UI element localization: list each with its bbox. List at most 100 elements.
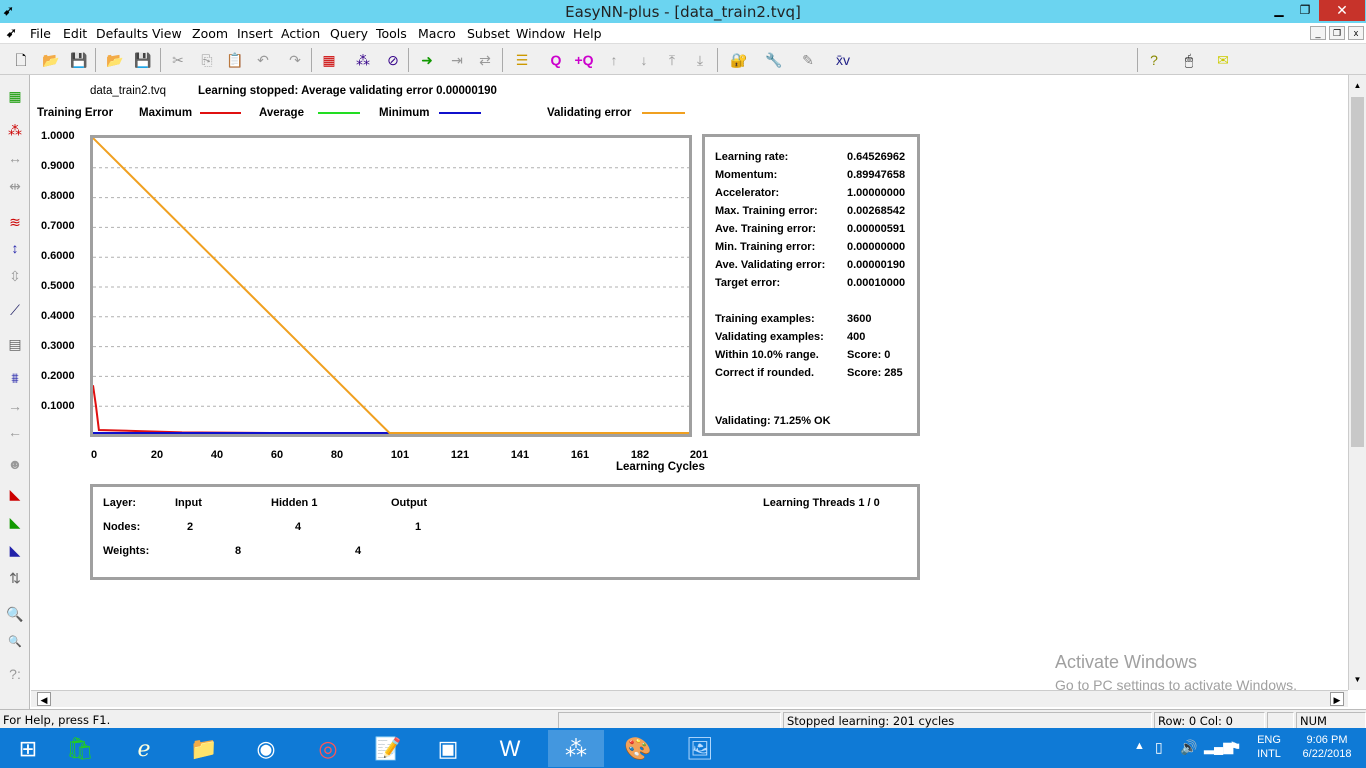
undo-icon[interactable]: ↶ [257,52,269,68]
start-learning-icon[interactable]: ➜ [421,52,433,68]
store-icon[interactable]: 🛍 [66,736,94,761]
context-help-icon[interactable]: 🖱 [1184,52,1194,68]
x-tick-label: 101 [390,449,410,461]
menu-defaults[interactable]: Defaults [96,26,149,41]
help-icon[interactable]: ? [1150,52,1158,68]
app-logo-icon[interactable]: ➹ [3,3,14,18]
menu-action[interactable]: Action [281,26,321,41]
brush-icon[interactable]: ✎ [802,52,814,68]
bottom-arrow-icon[interactable]: ⤓ [696,52,704,68]
notepad-plus-icon[interactable]: 📝 [374,736,402,761]
internet-explorer-icon[interactable]: ℯ [137,736,151,761]
file-explorer-icon[interactable]: 📁 [190,736,218,761]
command-prompt-icon[interactable]: ▣ [437,736,459,761]
easynn-taskbar-icon[interactable]: ⁂ [548,730,604,767]
add-query-icon[interactable]: +Q [574,52,594,68]
scroll-right-icon[interactable]: ▶ [1330,692,1344,706]
table-icon[interactable]: ▤ [8,336,22,352]
clock[interactable]: 9:06 PM 6/22/2018 [1296,734,1358,760]
head-icon[interactable]: ☻ [7,456,23,472]
open-icon[interactable]: 📂 [106,52,124,68]
query-icon[interactable]: Q [550,52,562,68]
xv-icon[interactable]: x̄v [836,52,850,68]
scroll-down-icon[interactable]: ▼ [1353,675,1362,684]
maximize-button[interactable]: ❐ [1299,3,1311,17]
grid-view-icon[interactable]: ▦ [8,88,22,104]
histogram-icon[interactable]: ⩩ [11,370,19,386]
scroll-up-icon[interactable]: ▲ [1353,81,1362,90]
example-label: Within 10.0% range. [715,349,819,361]
cut-icon[interactable]: ✂ [172,52,184,68]
sort-icon[interactable]: ⇅ [9,570,21,586]
menu-insert[interactable]: Insert [237,26,273,41]
network-view-icon[interactable]: ⁂ [8,122,22,138]
input-language[interactable]: ENG INTL [1253,734,1285,760]
save-icon[interactable]: 💾 [70,52,88,68]
close-button[interactable]: ✕ [1319,0,1365,21]
word-icon[interactable]: W [499,736,521,761]
up-arrow-icon[interactable]: ↑ [610,52,618,68]
minimize-button[interactable]: ▁ [1274,3,1284,17]
tray-overflow-icon[interactable]: ▲ [1134,740,1145,752]
list-icon[interactable]: ☰ [515,52,529,68]
zoom-icon[interactable]: 🔍 [6,606,24,622]
tools-icon[interactable]: 🔧 [765,52,783,68]
network-signal-icon[interactable]: ▂▄▆ [1204,739,1234,754]
email-icon[interactable]: ✉ [1217,52,1229,68]
input-icon[interactable]: ◣ [9,542,21,558]
swap-icon[interactable]: ⇄ [479,52,491,68]
horizontal-scrollbar[interactable]: ◀ ▶ [31,690,1348,707]
compass-icon[interactable]: ⊘ [387,52,399,68]
menu-zoom[interactable]: Zoom [192,26,229,41]
document-menu-icon[interactable]: ➹ [6,25,17,40]
copy-icon[interactable]: ⎘ [201,52,213,68]
open-file-icon[interactable]: 📂 [42,52,60,68]
paint-icon[interactable]: 🎨 [624,736,652,761]
sensitivity-icon[interactable]: ◣ [9,514,21,530]
chrome-icon[interactable]: ◉ [256,736,276,761]
grid-icon[interactable]: ▦ [322,52,336,68]
photos-icon[interactable]: 🖼 [686,736,714,761]
save-as-icon[interactable]: 💾 [134,52,152,68]
menu-edit[interactable]: Edit [63,26,88,41]
new-file-icon[interactable]: 🗋 [15,52,27,68]
small-zoom-icon[interactable]: 🔍 [8,636,22,648]
scroll-left-icon[interactable]: ◀ [37,692,51,706]
contract-vertical-icon[interactable]: ⇳ [9,268,21,284]
redo-icon[interactable]: ↷ [289,52,301,68]
top-arrow-icon[interactable]: ⤒ [668,52,676,68]
scatter-icon[interactable]: ⟋ [10,302,20,318]
contract-horizontal-icon[interactable]: ⇹ [9,178,21,194]
paste-icon[interactable]: 📋 [226,52,244,68]
menu-tools[interactable]: Tools [376,26,407,41]
volume-icon[interactable]: 🔊 [1180,739,1198,755]
vertical-scrollbar[interactable]: ▲ ▼ [1348,75,1366,690]
menu-window[interactable]: Window [516,26,566,41]
scroll-thumb[interactable] [1351,97,1364,447]
start-button-icon[interactable]: ⊞ [18,736,38,761]
importance-icon[interactable]: ◣ [9,486,21,502]
down-arrow-icon[interactable]: ↓ [640,52,648,68]
camera-app-icon[interactable]: ◎ [318,736,338,761]
mdi-minimize-button[interactable]: _ [1310,26,1326,40]
menu-subset[interactable]: Subset [467,26,510,41]
action-center-icon[interactable]: ⚑ [1229,739,1242,755]
y-tick-label: 0.2000 [41,370,75,382]
learning-graph-icon[interactable]: ≋ [9,214,21,230]
back-icon[interactable]: ← [8,424,22,440]
expand-horizontal-icon[interactable]: ↔ [8,150,22,166]
menu-macro[interactable]: Macro [418,26,456,41]
menu-file[interactable]: File [30,26,51,41]
query-help-icon[interactable]: ?: [9,666,21,682]
device-icon[interactable]: ▯ [1155,739,1163,755]
network-icon[interactable]: ⁂ [356,52,370,68]
lock-folder-icon[interactable]: 🔐 [730,52,748,68]
step-icon[interactable]: ⇥ [451,52,463,68]
mdi-restore-button[interactable]: ❐ [1329,26,1345,40]
expand-vertical-icon[interactable]: ↕ [11,240,19,256]
menu-view[interactable]: View [152,26,182,41]
menu-help[interactable]: Help [573,26,602,41]
forward-icon[interactable]: → [8,398,22,414]
menu-query[interactable]: Query [330,26,368,41]
mdi-close-button[interactable]: x [1348,26,1364,40]
